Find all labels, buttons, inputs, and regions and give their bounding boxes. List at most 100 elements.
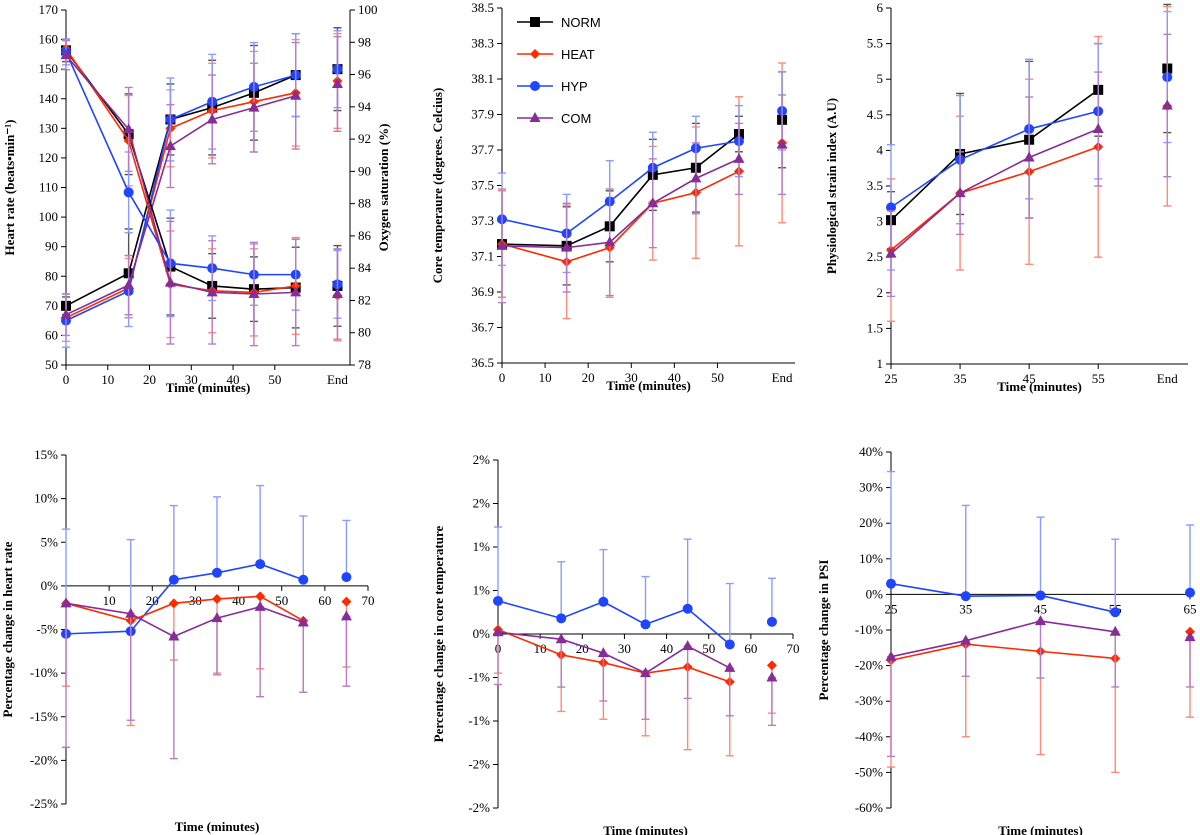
y-tick-label: 140: [39, 91, 59, 106]
series-hyp: [886, 470, 1195, 618]
legend-item-heat: HEAT: [517, 47, 595, 62]
y-tick-label: 10%: [859, 551, 883, 566]
data-point: [1110, 607, 1121, 618]
series-line: [65, 95, 296, 316]
legend-item-norm: NORM: [517, 15, 601, 30]
error-bar: [494, 526, 502, 602]
error-bar: [1186, 524, 1194, 594]
error-bar: [213, 617, 221, 676]
series-line: [65, 74, 296, 322]
data-point: [960, 591, 971, 602]
data-point: [248, 288, 260, 298]
x-tick-label-end: End: [772, 370, 793, 385]
y-tick-label: 36.9: [471, 284, 494, 299]
y-tick-label: -5%: [36, 622, 58, 637]
panel-pct_psi: -60% -50% -40% -30% -20% -10% 0% 10% 20% 30% 40% 25…: [816, 444, 1197, 835]
y2-tick-label: 86: [358, 228, 372, 243]
x-tick-label: 10: [103, 593, 116, 608]
data-point: [682, 640, 694, 651]
y-tick-label: 2%: [473, 496, 491, 511]
y-tick-label: -40%: [855, 729, 883, 744]
x-tick-label: 40: [660, 641, 673, 656]
series-line: [65, 54, 296, 295]
y-tick-label: 70: [45, 298, 58, 313]
y-tick-label: 130: [39, 120, 59, 135]
y-tick-label: 2%: [473, 452, 491, 467]
series-line: [497, 600, 731, 646]
data-point: [561, 241, 573, 252]
series-com: [60, 597, 352, 760]
y-axis-label: Percentage change in core temperature: [431, 525, 446, 742]
error-bar: [169, 504, 178, 581]
legend-marker: [530, 17, 540, 27]
y-tick-label: 150: [39, 61, 59, 76]
data-point: [954, 187, 966, 198]
y-tick-label: 37.1: [471, 249, 494, 264]
y-tick-label: 1.5: [867, 320, 883, 335]
y-tick-label: -15%: [30, 709, 58, 724]
series-com: [492, 626, 778, 727]
y2-tick-label: 100: [358, 2, 378, 17]
data-point: [493, 595, 503, 606]
error-bar: [599, 548, 608, 603]
y-tick-label: 6: [877, 0, 884, 15]
y-tick-label: 5.5: [867, 36, 883, 51]
error-bar: [557, 561, 566, 620]
series-norm: [61, 38, 343, 329]
y-tick-label: 0%: [41, 578, 59, 593]
panel-psi: 1 1.5 2 2.5 3 3.5 4 4.5 5 5.5 6 25 35 45 55 End Time (mi…: [824, 0, 1188, 394]
error-bar: [256, 484, 265, 565]
legend-label: HEAT: [561, 47, 595, 62]
data-point: [123, 279, 135, 290]
series-line: [501, 133, 740, 247]
y-tick-label: 4: [877, 142, 884, 157]
data-point: [206, 113, 218, 124]
y-axis-label: Percentage change in PSI: [816, 560, 831, 701]
data-point: [212, 593, 222, 604]
legend-label: COM: [561, 111, 591, 126]
legend-label: HYP: [561, 79, 588, 94]
y2-tick-label: 94: [358, 99, 372, 114]
x-tick-label: 25: [885, 371, 898, 386]
x-tick-label-end: End: [327, 372, 348, 387]
legend-label: NORM: [561, 15, 601, 30]
x-tick-label: 25: [885, 601, 898, 616]
series-line: [890, 128, 1099, 255]
y-tick-label: 2: [877, 285, 884, 300]
y-tick-label: 120: [39, 150, 59, 165]
x-tick-label: 0: [63, 372, 70, 387]
x-tick-label: 35: [959, 601, 972, 616]
y-tick-label: 0%: [473, 626, 491, 641]
series-com: [885, 33, 1173, 298]
data-point: [640, 667, 651, 678]
y-tick-label: -1%: [468, 713, 490, 728]
series-hyp: [61, 38, 343, 319]
error-bar: [169, 635, 178, 760]
x-tick-label: 30: [618, 641, 631, 656]
error-bar: [641, 672, 650, 720]
y-tick-label: 38.1: [471, 71, 494, 86]
x-tick-label: 55: [1092, 371, 1105, 386]
data-point: [647, 197, 659, 208]
series-hyp: [493, 526, 777, 650]
data-point-end: [1184, 631, 1196, 642]
error-bar: [599, 652, 608, 702]
x-tick-label: 20: [146, 593, 159, 608]
data-point: [290, 89, 302, 100]
panel-hr_spo2: 5060708090100110120130140150160170788082…: [2, 2, 391, 395]
series-line: [890, 582, 1116, 613]
data-point: [60, 308, 72, 319]
x-tick-label: 50: [275, 593, 288, 608]
x-tick-label: 45: [1023, 371, 1036, 386]
series-line: [65, 595, 304, 622]
series-line: [65, 92, 296, 319]
data-point-end: [1185, 587, 1195, 598]
y-tick-label: 50: [45, 357, 58, 372]
y-tick-label: 1%: [473, 583, 491, 598]
data-point: [290, 286, 302, 297]
y2-tick-label: 90: [358, 163, 371, 178]
y-tick-label: 80: [45, 268, 58, 283]
x-tick-label: 45: [1034, 601, 1047, 616]
series-line: [65, 602, 304, 638]
